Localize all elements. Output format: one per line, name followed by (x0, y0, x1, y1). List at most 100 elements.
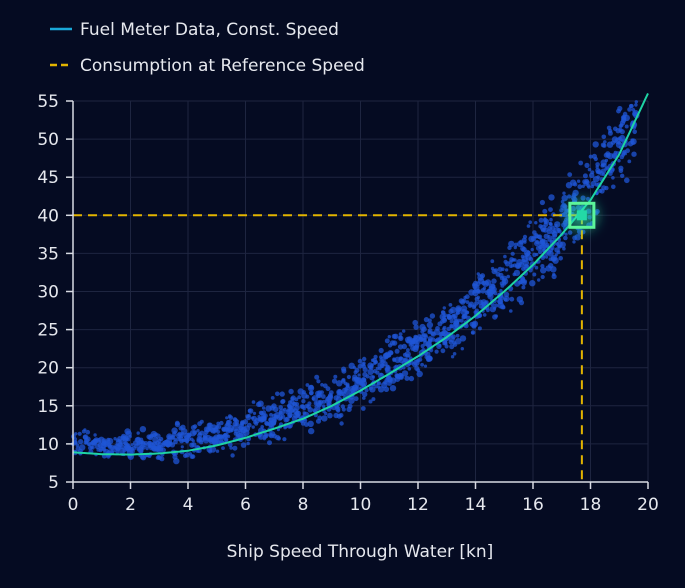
scatter-point (547, 234, 551, 239)
scatter-point (98, 448, 103, 453)
scatter-point (477, 290, 481, 294)
scatter-point (550, 256, 557, 262)
scatter-point (376, 381, 380, 385)
x-tick-label: 2 (125, 495, 136, 515)
scatter-point (476, 295, 481, 300)
reference-lines (73, 214, 583, 482)
scatter-point (336, 413, 342, 419)
scatter-point (143, 441, 148, 445)
scatter-point (394, 373, 400, 379)
scatter-point (367, 368, 374, 375)
scatter-point (489, 305, 496, 313)
scatter-point (448, 303, 453, 307)
scatter-point (259, 418, 264, 423)
scatter-point (247, 413, 251, 418)
scatter-point (498, 272, 504, 278)
scatter-point (479, 273, 486, 279)
scatter-point (316, 393, 321, 399)
scatter-point (542, 208, 548, 214)
scatter-point (371, 397, 376, 402)
scatter-point (230, 453, 235, 458)
scatter-point (449, 319, 454, 324)
x-tick-label: 12 (407, 495, 429, 515)
scatter-point (517, 264, 521, 268)
scatter-point (168, 443, 172, 447)
scatter-point (482, 313, 487, 317)
scatter-point (288, 388, 294, 395)
scatter-point (139, 444, 144, 450)
scatter-point (223, 432, 229, 439)
reference-point-box (568, 201, 596, 229)
scatter-point (320, 383, 324, 387)
scatter-point (283, 417, 289, 423)
y-tick-label: 10 (37, 435, 59, 455)
scatter-point (145, 446, 149, 451)
scatter-point (299, 404, 305, 409)
scatter-point (78, 439, 84, 445)
scatter-point (336, 380, 343, 387)
scatter-point (365, 374, 370, 379)
scatter-point (371, 375, 375, 379)
scatter-point (232, 417, 238, 422)
scatter-point (242, 419, 249, 425)
scatter-point (382, 352, 390, 360)
scatter-point (443, 341, 448, 345)
scatter-point (534, 221, 538, 225)
scatter-point (592, 141, 599, 148)
scatter-point (278, 405, 284, 410)
scatter-point (251, 415, 257, 422)
scatter-point (490, 259, 495, 264)
scatter-point (230, 429, 234, 433)
scatter-point (362, 356, 367, 362)
scatter-point (331, 378, 338, 384)
scatter-point (128, 446, 134, 452)
scatter-point (543, 222, 549, 227)
scatter-point (327, 412, 333, 419)
scatter-point (500, 304, 506, 310)
scatter-point (213, 427, 219, 433)
scatter-point (562, 191, 566, 195)
scatter-point (147, 443, 152, 448)
scatter-point (360, 406, 366, 411)
scatter-point (461, 314, 467, 320)
scatter-point (502, 281, 507, 286)
scatter-point (106, 454, 111, 459)
scatter-point (109, 444, 115, 451)
scatter-point (460, 305, 468, 312)
scatter-point (353, 370, 358, 375)
scatter-point (607, 130, 613, 136)
scatter-point (219, 420, 224, 426)
scatter-point (304, 403, 310, 409)
x-tick-label: 20 (637, 495, 659, 515)
scatter-point (476, 272, 480, 276)
scatter-point (470, 330, 476, 335)
scatter-point (260, 425, 265, 429)
scatter-points (70, 100, 640, 465)
scatter-point (307, 420, 314, 427)
scatter-point (349, 385, 356, 393)
scatter-point (552, 272, 556, 277)
scatter-point (514, 242, 518, 247)
scatter-point (434, 349, 439, 354)
scatter-point (540, 267, 547, 274)
scatter-point (464, 294, 470, 300)
y-tick-label: 55 (37, 92, 59, 112)
y-tick-label: 30 (37, 283, 59, 303)
scatter-point (180, 424, 186, 430)
scatter-point (269, 413, 273, 417)
scatter-point (73, 437, 78, 442)
scatter-point (440, 319, 445, 324)
scatter-point (486, 288, 491, 294)
scatter-point (538, 217, 544, 223)
scatter-point (229, 446, 233, 450)
scatter-point (587, 167, 592, 172)
scatter-point (465, 300, 470, 304)
scatter-point (554, 247, 560, 253)
scatter-point (601, 172, 606, 177)
scatter-point (554, 253, 558, 257)
scatter-point (534, 265, 539, 270)
scatter-point (191, 439, 195, 443)
scatter-point (294, 397, 299, 402)
scatter-point (486, 308, 490, 313)
